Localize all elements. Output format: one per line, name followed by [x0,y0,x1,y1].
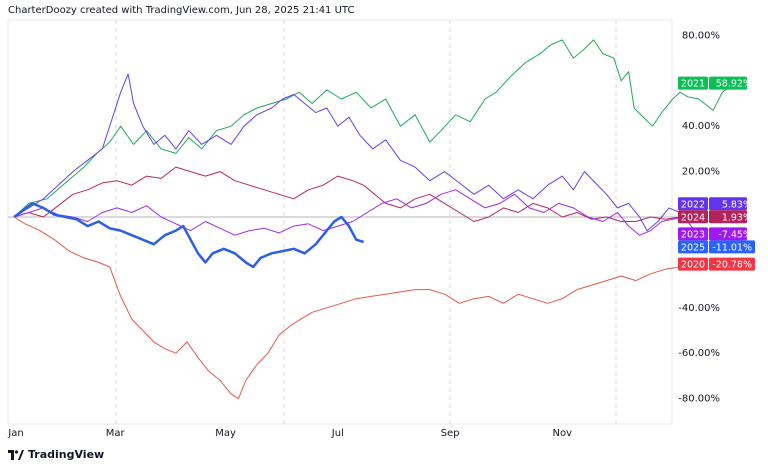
badge-value: 5.83% [722,199,752,210]
y-tick-label: -40.00% [678,303,720,314]
badge-value-bg [709,76,747,90]
y-tick-label: -80.00% [678,394,720,405]
badge-year-bg [678,227,708,241]
y-tick-label: -60.00% [678,348,720,359]
badge-year-bg [678,210,708,224]
series-badge-2023: 2023 -7.45% [678,227,752,241]
badge-year: 2023 [681,229,705,240]
badge-year: 2025 [681,242,705,253]
series-badge-2025: 2025 -11.01% [678,240,755,254]
series-badge-2024: 2024 1.93% [678,210,752,224]
y-tick-label: 40.00% [682,121,720,132]
x-tick-label: Sep [441,428,460,439]
x-tick-label: May [215,428,236,439]
x-tick-label: Jan [7,428,23,439]
y-tick-label: 20.00% [682,167,720,178]
badge-value: -11.01% [712,242,752,253]
series-line-2025 [13,202,364,269]
badge-value: 58.92% [716,79,752,90]
badge-value: -20.78% [712,260,752,271]
badge-year-bg [678,76,708,90]
x-tick-label: Jul [331,428,344,439]
plot-frame [7,19,673,425]
badge-value-bg [709,197,747,211]
x-tick-label: Mar [106,428,126,439]
badge-value: 1.93% [722,212,752,223]
badge-year-bg [678,240,708,254]
badge-value-bg [709,257,755,271]
series-line-2022 [13,73,699,232]
badge-value-bg [709,240,755,254]
badge-year-bg [678,197,708,211]
series-line-2024 [13,166,699,222]
badge-year: 2020 [681,260,705,271]
badge-year-bg [678,257,708,271]
y-tick-label: 80.00% [682,30,720,41]
badge-value-bg [709,227,747,241]
series-line-2021 [13,39,747,218]
badge-year: 2024 [681,212,705,223]
tradingview-logo-icon [8,449,24,460]
series-badge-2020: 2020 -20.78% [678,257,755,271]
tradingview-logo-text: TradingView [28,448,105,461]
badge-year: 2022 [681,199,705,210]
badge-year: 2021 [681,79,705,90]
series-badge-2022: 2022 5.83% [678,197,752,211]
chart-credit: CharterDoozy created with TradingView.co… [8,5,355,16]
series-line-2023 [13,189,699,236]
badge-value-bg [709,210,747,224]
series-line-2020 [13,216,699,400]
badge-value: -7.45% [718,229,752,240]
series-badge-2021: 2021 58.92% [678,76,752,90]
tradingview-logo[interactable]: TradingView [8,448,104,461]
x-tick-label: Nov [553,428,573,439]
